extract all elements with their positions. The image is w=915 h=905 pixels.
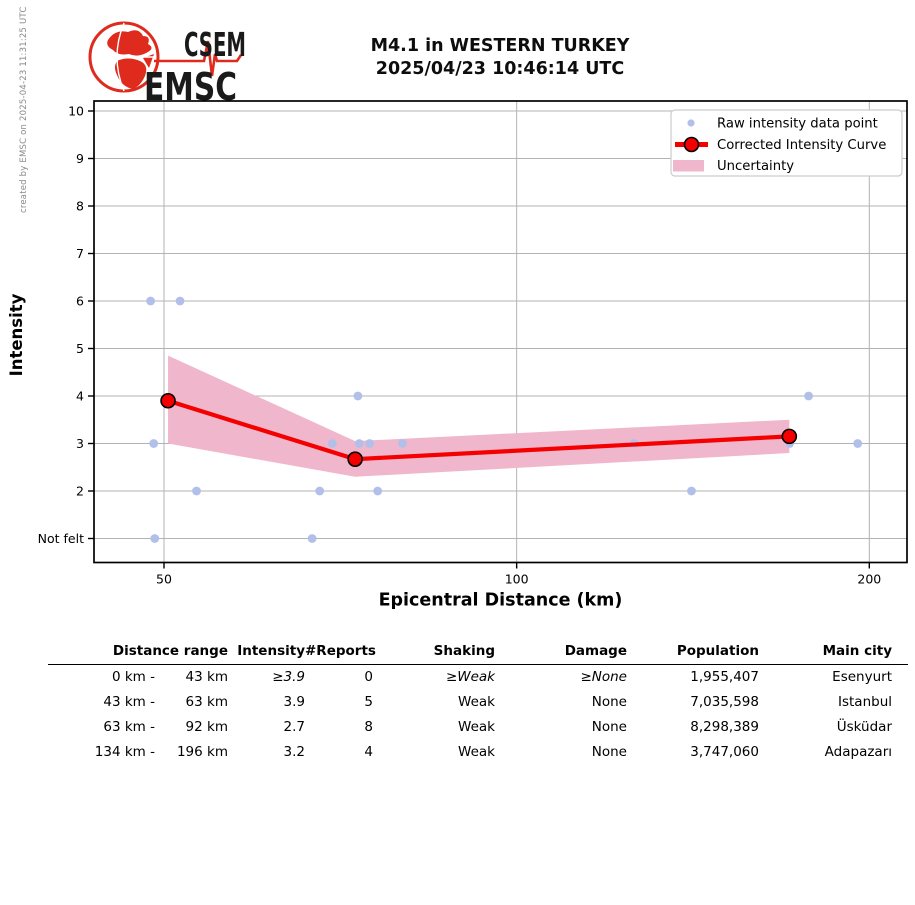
cell-range-from: 134 km - (94, 744, 155, 760)
cell-shaking: Weak (458, 744, 495, 760)
raw-intensity-point (353, 391, 363, 401)
col-header-city: Main city (759, 641, 908, 665)
cell-range-to: 63 km (185, 694, 228, 710)
y-tick-label: 6 (76, 294, 84, 309)
cell-range-to: 196 km (176, 744, 228, 760)
raw-intensity-point (146, 296, 155, 306)
legend-label: Uncertainty (717, 159, 794, 174)
cell-city: Üsküdar (836, 719, 892, 735)
raw-intensity-point (687, 486, 696, 496)
raw-intensity-point (150, 534, 160, 543)
cell-intensity: 2.7 (283, 719, 305, 735)
y-tick-label: 10 (68, 104, 84, 119)
raw-intensity-point (149, 439, 159, 448)
legend-raw-point-icon (687, 119, 695, 127)
cell-damage: None (591, 719, 627, 735)
cell-city: Adapazarı (824, 744, 892, 760)
cell-intensity: ≥3.9 (272, 669, 305, 685)
cell-range-to: 92 km (185, 719, 228, 735)
cell-population: 1,955,407 (690, 669, 759, 685)
cell-range-from: 63 km - (103, 719, 155, 735)
cell-damage: None (591, 694, 627, 710)
intensity-distance-chart: 10 9 8 7 6 5 4 3 2 Not felt 50 100 200 Epicentral Dis… (7, 100, 908, 611)
y-tick-label: Not felt (38, 531, 84, 546)
cell-shaking: ≥Weak (445, 669, 495, 685)
cell-shaking: Weak (458, 694, 495, 710)
legend-box (670, 109, 903, 177)
raw-intensity-point (373, 486, 383, 496)
y-tick-label: 8 (76, 199, 84, 214)
cell-city: Istanbul (837, 694, 892, 710)
event-title-magnitude: M4.1 in WESTERN TURKEY (370, 36, 630, 56)
y-tick-label: 5 (76, 341, 84, 356)
raw-intensity-point (192, 486, 201, 496)
raw-intensity-point (327, 439, 337, 448)
intensity-summary-table: Distance range Intensity #Reports Shakin… (48, 641, 908, 765)
cell-reports: 5 (364, 694, 373, 710)
cell-damage: ≥None (580, 669, 627, 685)
logo-text-csem: CSEM (184, 25, 246, 64)
cell-shaking: Weak (458, 719, 495, 735)
col-header-population: Population (627, 641, 759, 665)
cell-range-to: 43 km (185, 669, 228, 685)
cell-population: 8,298,389 (690, 719, 759, 735)
legend-label: Corrected Intensity Curve (717, 138, 886, 153)
cell-reports: 8 (364, 719, 373, 735)
col-header-reports: #Reports (305, 641, 376, 665)
cell-intensity: 3.9 (283, 694, 305, 710)
col-header-intensity: Intensity (228, 641, 305, 665)
y-tick-label: 9 (76, 151, 84, 166)
col-header-damage: Damage (495, 641, 627, 665)
cell-damage: None (591, 744, 627, 760)
raw-intensity-point (354, 439, 364, 448)
seismogram-trace-icon (154, 40, 243, 77)
legend-curve-marker-icon (683, 136, 700, 153)
y-tick-label: 4 (76, 389, 84, 404)
y-axis-label: Intensity (7, 293, 26, 376)
corrected-curve-marker (781, 428, 798, 445)
cell-population: 3,747,060 (690, 744, 759, 760)
raw-intensity-point (398, 439, 407, 448)
globe-meridian (116, 22, 125, 92)
x-axis-label: Epicentral Distance (km) (379, 591, 623, 611)
event-title: M4.1 in WESTERN TURKEY 2025/04/23 10:46:… (230, 35, 770, 81)
cell-intensity: 3.2 (283, 744, 305, 760)
cell-reports: 4 (364, 744, 373, 760)
globe-africa-shape (115, 58, 147, 89)
corrected-curve-marker (347, 451, 363, 467)
y-tick-label: 2 (76, 484, 84, 499)
event-title-datetime: 2025/04/23 10:46:14 UTC (375, 59, 625, 79)
y-tick-label: 7 (76, 246, 84, 261)
cell-range-from: 43 km - (103, 694, 155, 710)
corrected-curve-marker (160, 392, 176, 409)
raw-intensity-point (175, 296, 185, 306)
raw-intensity-point (365, 439, 375, 448)
plot-frame (93, 100, 908, 564)
col-header-shaking: Shaking (373, 641, 495, 665)
legend-label: Raw intensity data point (717, 117, 878, 132)
raw-intensity-point (853, 439, 863, 448)
logo-text-emsc: EMSC (144, 65, 237, 107)
raw-intensity-point (315, 486, 325, 496)
cell-range-from: 0 km - (111, 669, 155, 685)
uncertainty-band (168, 355, 790, 477)
raw-intensity-point (804, 391, 813, 401)
emsc-logo: CSEM EMSC (88, 21, 246, 107)
legend-uncertainty-patch-icon (673, 160, 704, 172)
cell-reports: 0 (364, 669, 373, 685)
col-header-distance: Distance range (48, 641, 228, 665)
x-tick-label: 200 (857, 572, 881, 587)
cell-city: Esenyurt (832, 669, 892, 685)
raw-intensity-point (307, 534, 317, 543)
cell-population: 7,035,598 (690, 694, 759, 710)
x-tick-label: 50 (156, 572, 172, 587)
y-tick-label: 3 (76, 436, 84, 451)
globe-europe-shape (107, 30, 152, 56)
x-tick-label: 100 (505, 572, 529, 587)
